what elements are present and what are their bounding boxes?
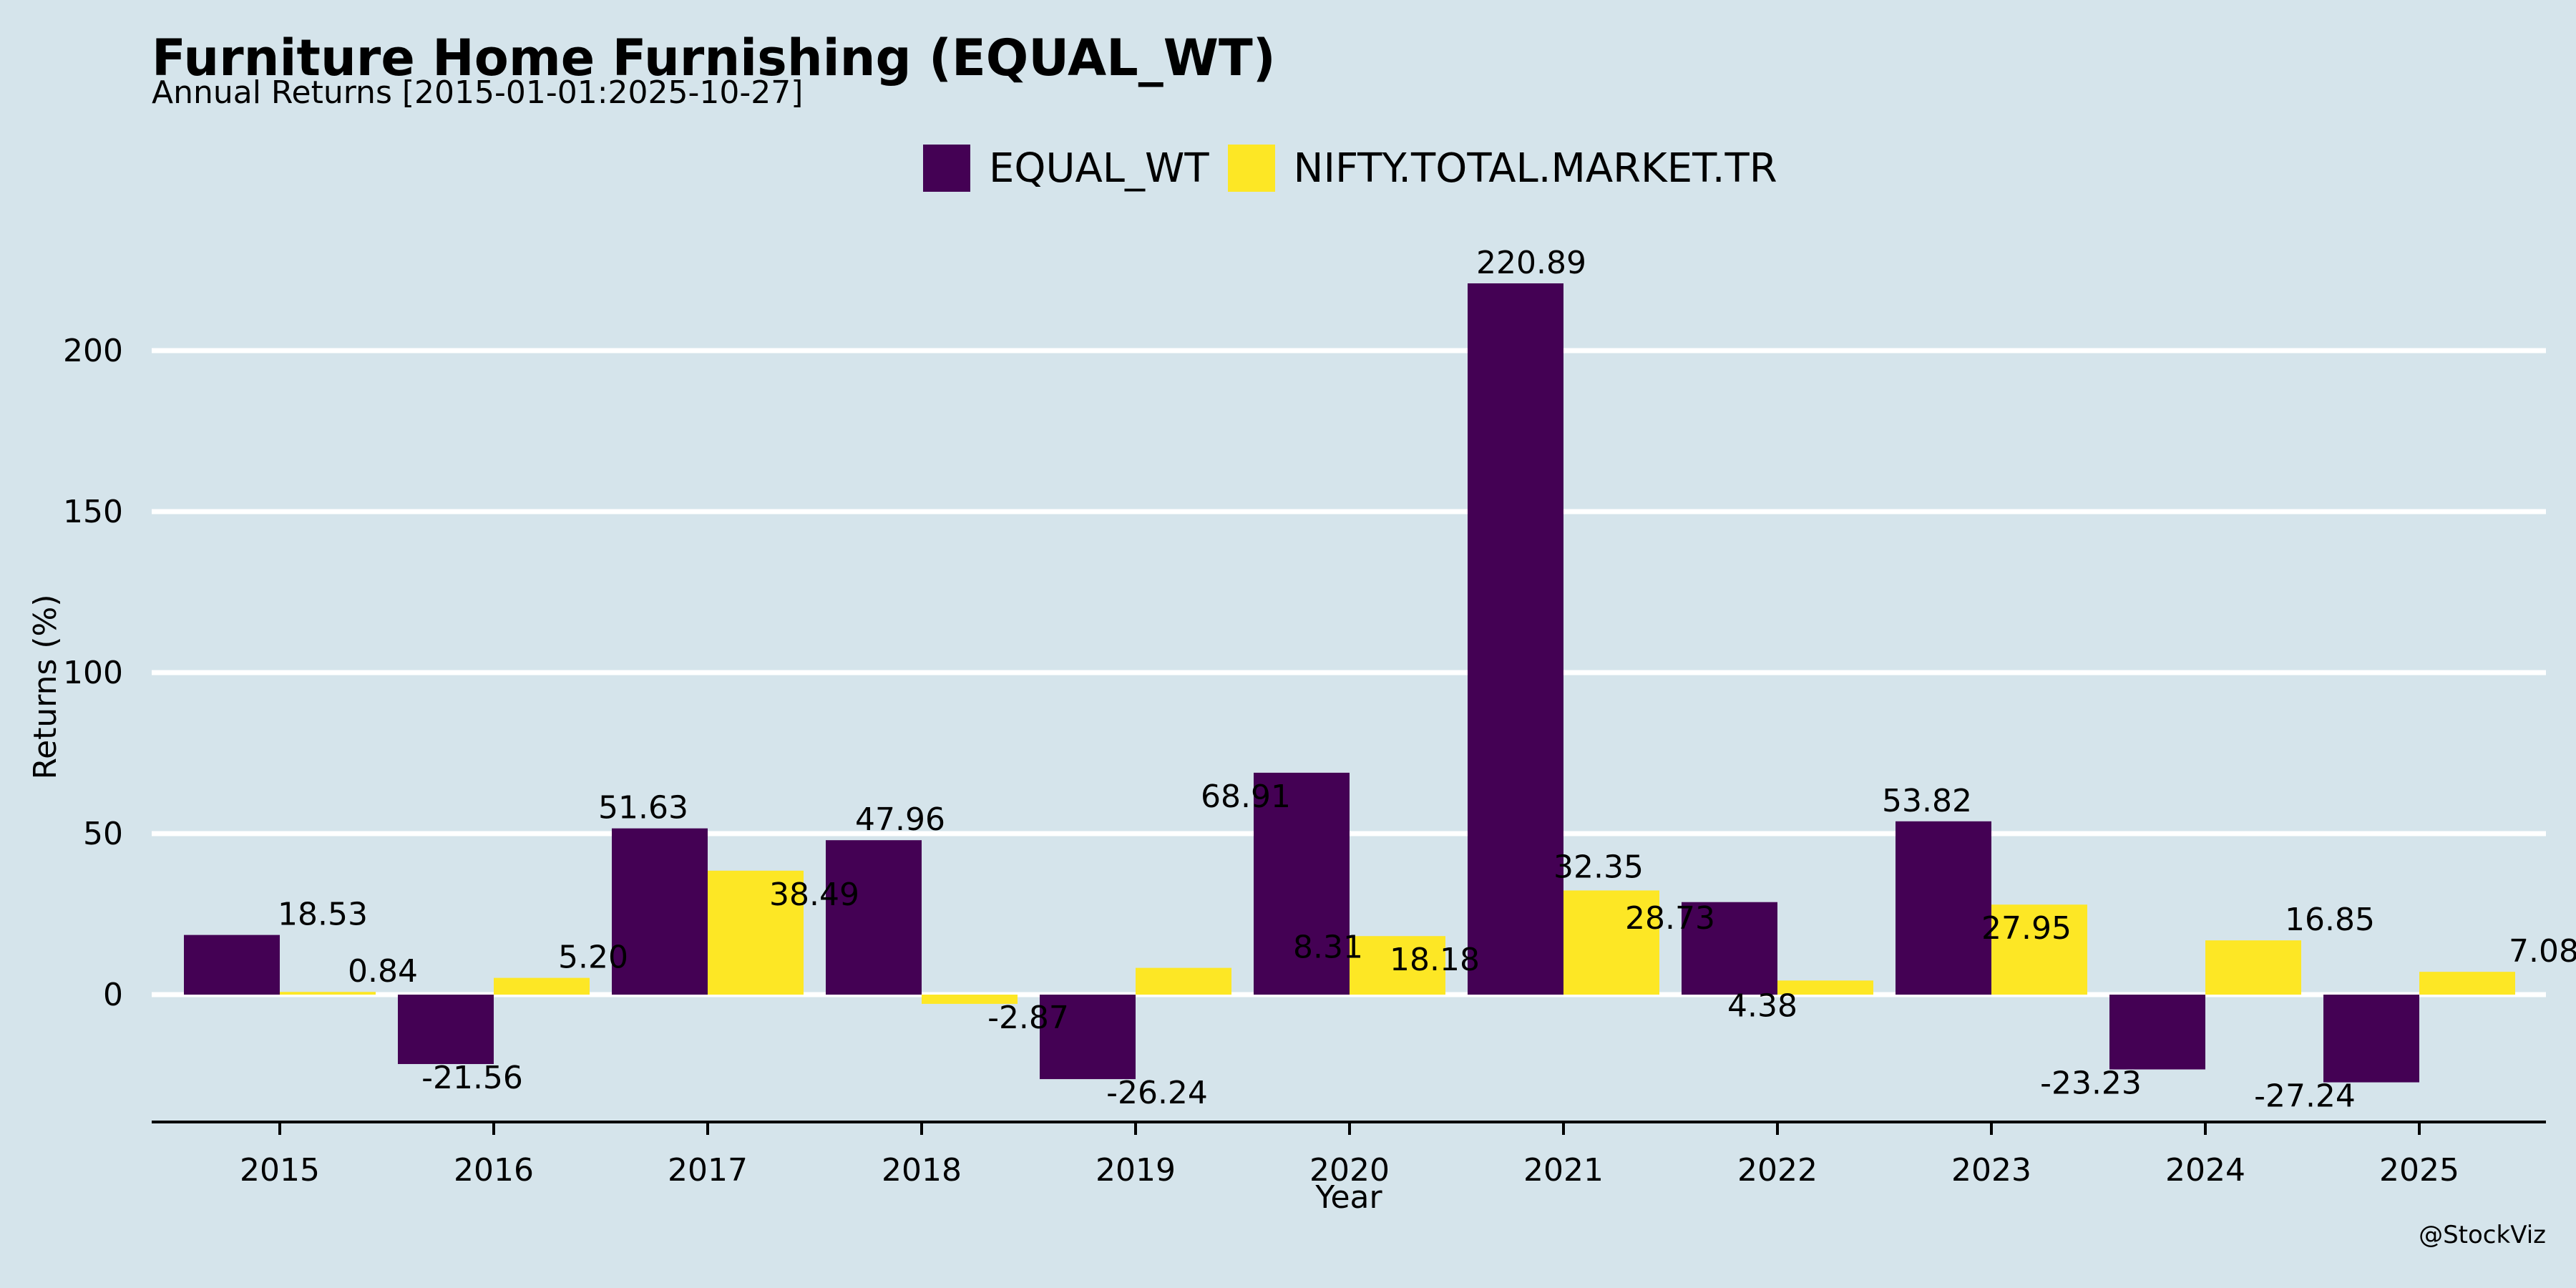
bar-nifty [2419, 972, 2515, 995]
bar-equal-wt [1040, 995, 1136, 1080]
x-tick-label: 2024 [2165, 1152, 2245, 1189]
data-label: 28.73 [1625, 900, 1715, 937]
chart-subtitle: Annual Returns [2015-01-01:2025-10-27] [152, 74, 804, 111]
legend-label-nifty: NIFTY.TOTAL.MARKET.TR [1293, 145, 1777, 192]
data-label: 5.20 [558, 940, 628, 976]
legend-item-equal-wt: EQUAL_WT [923, 145, 1209, 192]
x-tick-label: 2022 [1737, 1152, 1818, 1189]
legend-item-nifty: NIFTY.TOTAL.MARKET.TR [1227, 145, 1777, 192]
bar-equal-wt [612, 828, 708, 995]
bar-nifty [1136, 967, 1231, 995]
chart-title: Furniture Home Furnishing (EQUAL_WT) [152, 29, 1276, 87]
x-tick-label: 2019 [1096, 1152, 1176, 1189]
data-label: 7.08 [2509, 933, 2576, 970]
data-label: 8.31 [1293, 930, 1363, 966]
data-label: 4.38 [1727, 987, 1797, 1024]
bar-equal-wt [826, 840, 922, 995]
watermark: @StockViz [2419, 1221, 2546, 1249]
data-label: 47.96 [855, 801, 945, 838]
x-tick-label: 2021 [1523, 1152, 1604, 1189]
y-tick-label: 150 [63, 494, 123, 530]
data-label: -21.56 [421, 1060, 523, 1096]
bar-equal-wt [1254, 772, 1350, 995]
bar-equal-wt [184, 935, 280, 995]
data-label: 53.82 [1882, 783, 1972, 819]
y-tick-label: 200 [63, 333, 123, 369]
data-label: 16.85 [2285, 902, 2375, 938]
legend-swatch-nifty [1227, 145, 1275, 192]
y-tick-label: 0 [103, 977, 123, 1013]
bar-equal-wt [1896, 821, 1991, 995]
data-label: -23.23 [2040, 1065, 2142, 1102]
y-tick-label: 50 [83, 816, 123, 852]
data-label: -27.24 [2254, 1078, 2356, 1115]
bar-nifty [1991, 904, 2087, 995]
x-tick-label: 2018 [882, 1152, 962, 1189]
bar-nifty [1350, 936, 1445, 995]
bar-equal-wt [1682, 902, 1777, 995]
bar-nifty [494, 977, 590, 995]
x-tick-label: 2020 [1309, 1152, 1390, 1189]
data-label: -26.24 [1106, 1075, 1208, 1111]
bar-nifty [280, 992, 376, 995]
x-tick-label: 2016 [454, 1152, 534, 1189]
legend-label-equal-wt: EQUAL_WT [989, 145, 1209, 192]
bar-equal-wt [1468, 283, 1563, 995]
x-tick-label: 2015 [240, 1152, 320, 1189]
data-label: 18.18 [1390, 942, 1480, 978]
legend-swatch-equal-wt [923, 145, 970, 192]
legend: EQUAL_WT NIFTY.TOTAL.MARKET.TR [923, 143, 1796, 193]
axis-layer: 0 50 100 150 200 2015 2016 2017 2018 2019 2020 2021… [63, 333, 2546, 1189]
bar-nifty [2205, 940, 2301, 995]
data-label-layer: 18.53 0.84 -21.56 5.20 51.63 38.49 47.96 -2.87 -… [278, 245, 2576, 1115]
data-label: -2.87 [987, 1000, 1069, 1036]
data-label: 18.53 [278, 897, 368, 933]
bar-equal-wt [398, 995, 494, 1065]
data-label: 32.35 [1553, 849, 1644, 885]
bar-equal-wt [2323, 995, 2419, 1083]
y-axis-label: Returns (%) [27, 594, 64, 779]
x-tick-label: 2017 [668, 1152, 748, 1189]
data-label: 68.91 [1201, 779, 1291, 815]
bar-layer [184, 283, 2515, 1083]
bar-equal-wt [2109, 995, 2205, 1070]
bar-nifty [922, 995, 1018, 1004]
data-label: 51.63 [598, 790, 688, 826]
x-axis-label: Year [1314, 1179, 1382, 1216]
bar-nifty [1777, 980, 1873, 995]
data-label: 27.95 [1981, 910, 2072, 947]
bar-nifty [1563, 890, 1659, 995]
data-label: 38.49 [769, 877, 859, 913]
bar-nifty [708, 870, 804, 995]
x-tick-label: 2023 [1951, 1152, 2031, 1189]
data-label: 220.89 [1476, 245, 1586, 281]
y-tick-label: 100 [63, 655, 123, 691]
data-label: 0.84 [348, 953, 418, 990]
x-tick-label: 2025 [2379, 1152, 2459, 1189]
